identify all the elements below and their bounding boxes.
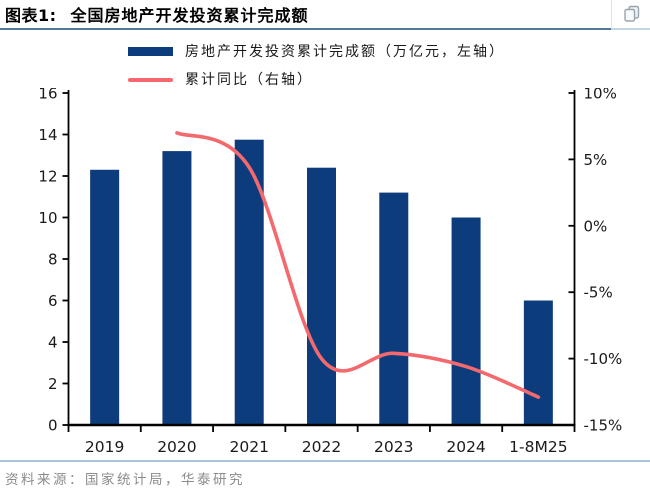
bar-2021	[234, 139, 264, 425]
copy-icon	[623, 5, 640, 26]
chart-legend: 房地产开发投资累计完成额（万亿元，左轴） 累计同比（右轴）	[128, 41, 505, 97]
figure-title-row: 图表1: 全国房地产开发投资累计完成额	[0, 0, 611, 30]
page-title: 全国房地产开发投资累计完成额	[70, 6, 309, 25]
footer-divider	[0, 460, 650, 462]
x-axis-category-label: 2022	[302, 438, 341, 456]
line-series-label: 累计同比（右轴）	[185, 72, 313, 88]
left-axis-tick-label: 12	[38, 168, 57, 186]
bar-series-label: 房地产开发投资累计完成额（万亿元，左轴）	[185, 44, 505, 60]
copy-button[interactable]	[621, 3, 642, 25]
bar-series-swatch	[128, 47, 173, 56]
legend-item-bars: 房地产开发投资累计完成额（万亿元，左轴）	[128, 41, 505, 61]
left-axis-tick-label: 16	[38, 88, 57, 103]
figure-header: 图表1: 全国房地产开发投资累计完成额	[0, 0, 650, 30]
left-axis-tick-label: 10	[38, 209, 57, 227]
right-axis-tick-label: 5%	[584, 151, 608, 169]
left-axis-tick-label: 4	[48, 334, 58, 352]
bar-1-8M25	[523, 300, 553, 425]
bar-2020	[162, 151, 192, 425]
chart-canvas: 0 2 4 6 8 10 12 14 16 10% 5% 0% -5% -10% -15% 2019 2020 2…	[38, 88, 623, 456]
header-icon-cell	[611, 0, 650, 30]
legend-item-line: 累计同比（右轴）	[128, 69, 505, 89]
left-axis-tick-label: 6	[48, 292, 58, 310]
x-axis-category-label: 1-8M25	[509, 438, 567, 456]
left-axis-tick-label: 14	[38, 126, 57, 144]
right-axis-tick-label: 0%	[584, 217, 608, 235]
figure-number: 图表1:	[5, 6, 57, 25]
right-axis-tick-label: 10%	[584, 88, 617, 103]
left-axis-tick-label: 8	[48, 251, 58, 269]
bar-2024	[451, 217, 481, 425]
source-note: 资料来源：国家统计局，华泰研究	[5, 472, 245, 488]
left-axis-tick-label: 2	[48, 375, 58, 393]
right-axis-tick-label: -10%	[584, 350, 623, 368]
yoy-line	[175, 131, 541, 399]
x-axis-category-label: 2019	[85, 438, 124, 456]
bar-2023	[379, 192, 409, 425]
x-axis-category-label: 2021	[229, 438, 268, 456]
x-axis-category-label: 2023	[374, 438, 413, 456]
x-axis-category-label: 2024	[446, 438, 485, 456]
bar-2019	[90, 169, 120, 425]
x-axis-category-label: 2020	[157, 438, 196, 456]
right-axis-tick-label: -5%	[584, 284, 613, 302]
bar-2022	[307, 167, 336, 425]
line-series-swatch	[128, 77, 173, 82]
left-axis-tick-label: 0	[48, 417, 58, 435]
right-axis-tick-label: -15%	[584, 417, 623, 435]
